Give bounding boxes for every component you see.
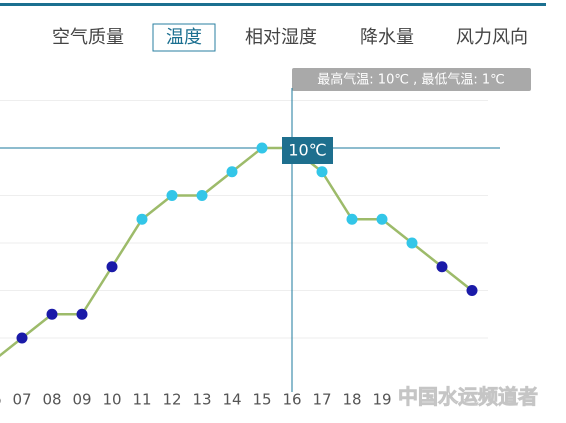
x-tick-label: 07 xyxy=(12,391,31,409)
x-tick-label: 09 xyxy=(72,391,91,409)
active-tab-box xyxy=(152,23,216,52)
x-tick-label: 10 xyxy=(102,391,121,409)
x-tick-label: 06 xyxy=(0,391,2,409)
tab[interactable]: 降水量 xyxy=(360,27,414,48)
point xyxy=(436,261,448,273)
x-tick-label: 15 xyxy=(252,391,271,409)
point xyxy=(46,308,58,320)
x-tick-label: 08 xyxy=(42,391,61,409)
point xyxy=(76,308,88,320)
top-bar xyxy=(0,3,546,6)
tab[interactable]: 空气质量 xyxy=(52,27,124,48)
x-tick-label: 18 xyxy=(342,391,361,409)
line xyxy=(0,146,473,358)
x-tick-label: 14 xyxy=(222,391,241,409)
point xyxy=(256,142,268,154)
x-tick-label: 19 xyxy=(372,391,391,409)
point xyxy=(226,166,238,178)
tab[interactable]: 风力风向 xyxy=(456,27,528,48)
x-tick-label: 17 xyxy=(312,391,331,409)
tooltip-box xyxy=(292,68,531,91)
x-tick-label: 11 xyxy=(132,391,151,409)
point xyxy=(346,213,358,225)
point xyxy=(376,213,388,225)
point xyxy=(106,261,118,273)
point xyxy=(16,332,28,344)
point xyxy=(136,213,148,225)
x-tick-label: 13 xyxy=(192,391,211,409)
tab[interactable]: 温度 xyxy=(166,27,202,48)
point xyxy=(316,166,328,178)
x-tick-label: 12 xyxy=(162,391,181,409)
point xyxy=(166,190,178,201)
x-tick-label: 16 xyxy=(282,391,301,409)
point xyxy=(196,190,208,201)
tooltip: 最高气温: 10℃ , 最低气温: 1℃ xyxy=(317,72,504,88)
crosshair-label: 10℃ xyxy=(288,141,326,160)
tab[interactable]: 相对湿度 xyxy=(245,27,317,48)
watermark: 中国水运频道者 xyxy=(398,385,538,409)
crosshair-label-box xyxy=(282,137,333,164)
point xyxy=(406,237,418,249)
point xyxy=(466,285,478,296)
